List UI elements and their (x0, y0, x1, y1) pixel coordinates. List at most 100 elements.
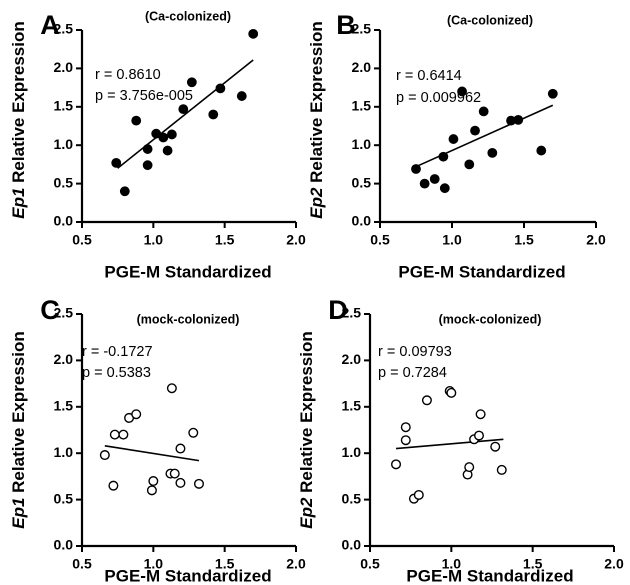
data-point (536, 145, 547, 156)
regression-line (117, 59, 254, 169)
y-tick-label: 2.5 (54, 305, 74, 321)
y-axis-label: Ep2 Relative Expression (307, 21, 326, 219)
data-point (429, 174, 440, 184)
data-point (148, 476, 159, 487)
x-tick-label: 1.0 (144, 556, 164, 572)
data-point (547, 88, 558, 99)
x-tick-label: 2.0 (286, 556, 306, 572)
y-tick-label: 2.5 (342, 305, 362, 321)
y-tick-label: 0.0 (352, 213, 372, 229)
data-point (487, 147, 498, 158)
data-point (438, 151, 449, 162)
data-point (400, 422, 411, 433)
y-tick-label: 0.5 (54, 174, 74, 190)
y-axis-label-gene: Ep1 (9, 188, 28, 219)
x-axis-label: PGE-M Standardized (398, 262, 565, 281)
correlation-p: p = 0.7284 (378, 365, 447, 381)
data-point (421, 395, 432, 406)
y-axis-label: Ep1 Relative Expression (9, 21, 28, 219)
y-axis-label: Ep2 Relative Expression (297, 331, 316, 529)
data-point (475, 409, 486, 420)
data-point (457, 86, 467, 97)
data-point (411, 164, 421, 174)
x-axis-label: PGE-M Standardized (104, 262, 271, 281)
data-point (496, 464, 507, 475)
panel-d: D (mock-colonized) 0.0 0.5 1.0 1.5 2.0 2.5 0.5 1.… (297, 295, 623, 585)
panel-letter: A (40, 10, 60, 40)
x-tick-label: 0.5 (72, 232, 92, 248)
data-point (158, 132, 169, 143)
panel-subtitle: (Ca-colonized) (447, 13, 533, 27)
data-point (142, 160, 153, 171)
data-point (413, 489, 424, 500)
data-point (188, 427, 199, 438)
panel-b: B (Ca-colonized) 0.0 0.5 1.0 1.5 2.0 2.5 0.5 1.0 1… (307, 10, 605, 281)
y-tick-label: 1.5 (54, 98, 74, 114)
data-point (175, 477, 186, 488)
y-tick-label: 1.0 (54, 444, 74, 460)
y-tick-label: 0.5 (352, 174, 372, 190)
panel-c: C (mock-colonized) 0.0 0.5 1.0 1.5 2.0 2.5 0.5 1.… (9, 295, 305, 585)
data-point (193, 478, 204, 489)
y-tick-label: 1.0 (352, 136, 372, 152)
regression-line (395, 438, 504, 450)
data-point (119, 186, 130, 197)
data-point (419, 178, 430, 189)
x-tick-label: 0.5 (72, 556, 92, 572)
x-tick-label: 2.0 (286, 232, 306, 248)
y-axis-label-text: Relative Expression (297, 331, 316, 497)
y-tick-label: 0.0 (54, 537, 74, 553)
regression-line (104, 444, 200, 462)
y-tick-label: 2.0 (54, 351, 74, 367)
data-point (131, 409, 142, 420)
data-point (186, 77, 197, 88)
data-point (470, 125, 480, 136)
y-tick-label: 1.5 (352, 98, 372, 114)
x-axis-label: PGE-M Standardized (406, 566, 573, 585)
x-tick-label: 2.0 (604, 556, 624, 572)
data-point (169, 468, 180, 479)
correlation-p: p = 0.009962 (396, 90, 481, 106)
y-tick-label: 2.5 (352, 21, 372, 37)
data-point (464, 159, 475, 170)
data-point (513, 114, 524, 125)
panel-subtitle: (Ca-colonized) (145, 9, 231, 23)
y-tick-label: 2.0 (342, 351, 362, 367)
x-tick-label: 1.0 (442, 232, 462, 248)
panel-letter: D (328, 295, 348, 325)
data-point (490, 441, 501, 452)
data-point (166, 383, 177, 394)
x-tick-label: 1.5 (215, 232, 235, 248)
x-tick-label: 1.5 (514, 232, 534, 248)
panel-letter: B (336, 10, 356, 40)
data-point (162, 145, 173, 156)
data-point (478, 106, 489, 117)
y-axis-label: Ep1 Relative Expression (9, 331, 28, 529)
x-tick-label: 0.5 (370, 232, 390, 248)
y-tick-label: 2.5 (54, 21, 74, 37)
correlation-p: p = 0.5383 (82, 365, 151, 381)
data-point (111, 157, 122, 168)
data-point (146, 485, 157, 496)
correlation-r: r = 0.6414 (396, 68, 462, 84)
y-tick-label: 1.0 (54, 136, 74, 152)
y-axis-label-gene: Ep2 (297, 497, 316, 529)
y-tick-label: 0.5 (54, 490, 74, 506)
y-tick-label: 0.0 (54, 213, 74, 229)
data-point (108, 480, 119, 491)
x-tick-label: 0.5 (360, 556, 380, 572)
y-tick-label: 2.0 (352, 59, 372, 75)
data-point (118, 429, 129, 440)
y-axis-label-text: Relative Expression (307, 21, 326, 187)
data-point (473, 430, 484, 441)
y-tick-label: 2.0 (54, 59, 74, 75)
y-tick-label: 1.5 (54, 398, 74, 414)
data-point (439, 183, 450, 194)
data-point (446, 387, 457, 398)
correlation-r: r = 0.8610 (95, 67, 161, 83)
y-tick-label: 0.0 (342, 537, 362, 553)
panel-letter: C (40, 295, 60, 325)
y-tick-label: 1.0 (342, 444, 362, 460)
x-axis-label: PGE-M Standardized (104, 566, 271, 585)
